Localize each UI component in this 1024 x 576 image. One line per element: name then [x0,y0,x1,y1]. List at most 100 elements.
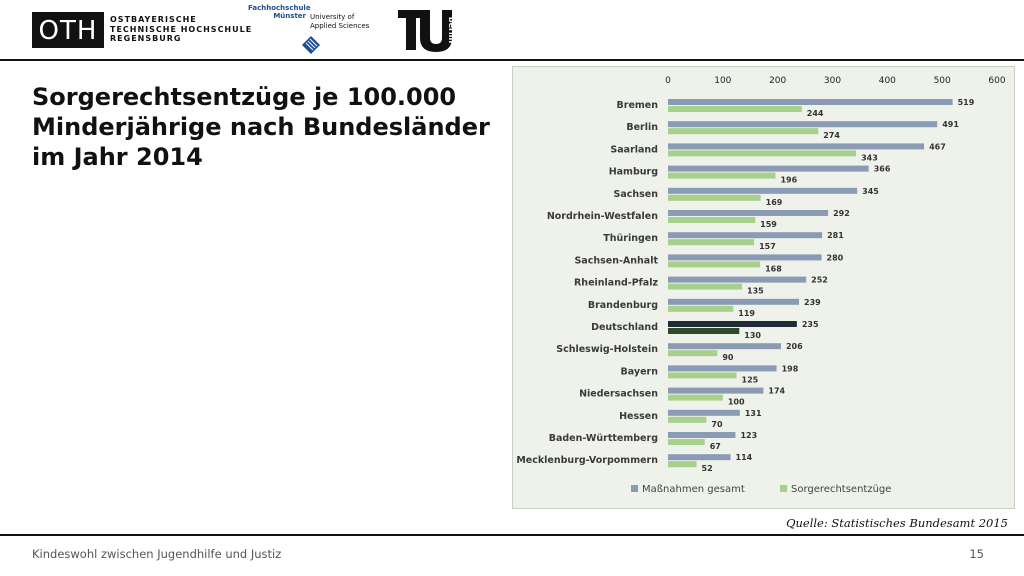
data-label-massnahmen: 174 [768,387,785,396]
source-note: Quelle: Statistisches Bundesamt 2015 [786,516,1008,530]
bar-sorgerecht [668,239,755,246]
category-label: Berlin [626,122,658,133]
data-label-massnahmen: 519 [958,98,975,107]
bar-sorgerecht [668,350,718,357]
data-label-massnahmen: 252 [811,276,828,285]
bar-sorgerecht [668,194,761,201]
bar-sorgerecht [668,372,737,379]
data-label-sorgerecht: 100 [728,398,745,407]
data-label-sorgerecht: 244 [807,109,824,118]
category-label: Saarland [610,144,658,155]
data-label-sorgerecht: 67 [710,442,721,451]
x-tick-label: 500 [934,76,951,86]
bar-massnahmen [668,387,764,394]
bar-sorgerecht [668,439,705,445]
page-title: Sorgerechtsentzüge je 100.000 Minderjähr… [32,82,502,172]
bar-massnahmen [668,365,777,372]
legend-label-sorgerecht: Sorgerechtsentzüge [791,484,891,495]
x-tick-label: 400 [879,76,896,86]
tu-berlin-logo: berlin [398,10,456,52]
bar-massnahmen [668,321,797,327]
bar-sorgerecht [668,461,697,468]
data-label-massnahmen: 467 [929,142,946,151]
data-label-sorgerecht: 157 [759,242,776,251]
category-label: Sachsen-Anhalt [574,255,658,266]
fh-subtitle-line: University of [310,13,355,21]
bar-massnahmen [668,298,800,305]
category-label: Thüringen [603,233,658,244]
data-label-massnahmen: 280 [827,253,844,262]
category-label: Sachsen [613,189,658,200]
data-label-massnahmen: 292 [833,209,850,218]
bar-sorgerecht [668,128,819,135]
fh-name-line: Fachhochschule [248,4,311,12]
legend-swatch-massnahmen [631,485,638,492]
bar-massnahmen [668,432,736,438]
header-divider [0,59,1024,61]
footer-text: Kindeswohl zwischen Jugendhilfe und Just… [32,547,282,561]
bar-sorgerecht [668,305,734,312]
bar-sorgerecht [668,217,756,223]
bar-massnahmen [668,165,869,172]
data-label-sorgerecht: 343 [861,153,878,162]
bar-massnahmen [668,187,858,194]
category-label: Nordrhein-Westfalen [547,211,658,222]
chart-panel: 0 100 200 300 400 500 600 Bremen 519 244 Berlin 491… [512,66,1015,509]
bar-massnahmen [668,121,938,128]
data-label-sorgerecht: 125 [742,375,759,384]
category-label: Bayern [621,366,659,377]
data-label-massnahmen: 198 [782,364,799,373]
category-label: Bremen [617,100,659,111]
category-label: Brandenburg [588,300,658,311]
data-label-massnahmen: 131 [745,409,762,418]
bar-sorgerecht [668,261,761,268]
data-label-massnahmen: 235 [802,320,819,329]
bar-sorgerecht [668,150,857,157]
data-label-massnahmen: 123 [740,431,757,440]
bar-sorgerecht [668,172,776,179]
data-label-sorgerecht: 159 [760,220,777,229]
category-label: Schleswig-Holstein [556,344,658,355]
oth-name: OSTBAYERISCHE TECHNISCHE HOCHSCHULE REGE… [110,15,252,44]
data-label-massnahmen: 366 [874,165,891,174]
data-label-massnahmen: 491 [942,120,959,129]
fh-name-line: Münster [273,12,306,20]
bar-sorgerecht [668,283,743,290]
oth-logo: OTH [32,12,104,48]
tu-logo-text: berlin [447,17,456,44]
x-tick-label: 300 [824,76,841,86]
data-label-massnahmen: 239 [804,298,821,307]
category-label: Baden-Württemberg [549,433,658,444]
legend-label-massnahmen: Maßnahmen gesamt [642,484,745,495]
title-line: Sorgerechtsentzüge je 100.000 [32,83,457,111]
oth-name-line: TECHNISCHE HOCHSCHULE [110,24,253,34]
footer-divider [0,534,1024,536]
page-number: 15 [969,547,984,561]
bar-sorgerecht [668,416,707,423]
bar-massnahmen [668,232,823,239]
data-label-massnahmen: 114 [736,453,753,462]
bar-massnahmen [668,210,829,216]
data-label-sorgerecht: 52 [702,464,713,473]
category-label: Deutschland [591,322,658,333]
category-label: Hamburg [609,167,658,178]
oth-name-line: REGENSBURG [110,34,182,43]
bar-massnahmen [668,99,953,105]
x-tick-label: 0 [665,76,671,86]
data-label-sorgerecht: 274 [823,131,840,140]
data-label-massnahmen: 206 [786,342,803,351]
bar-massnahmen [668,409,740,416]
bar-chart: 0 100 200 300 400 500 600 Bremen 519 244 Berlin 491… [516,76,1006,495]
category-label: Hessen [619,411,658,422]
bar-massnahmen [668,143,925,150]
data-label-sorgerecht: 168 [765,264,782,273]
category-label: Mecklenburg-Vorpommern [516,455,658,466]
bar-sorgerecht [668,328,740,334]
data-label-massnahmen: 281 [827,231,844,240]
data-label-sorgerecht: 130 [744,331,761,340]
oth-name-line: OSTBAYERISCHE [110,15,197,24]
bar-massnahmen [668,454,731,461]
x-tick-label: 100 [714,76,731,86]
title-line: im Jahr 2014 [32,143,203,171]
bar-massnahmen [668,254,822,261]
